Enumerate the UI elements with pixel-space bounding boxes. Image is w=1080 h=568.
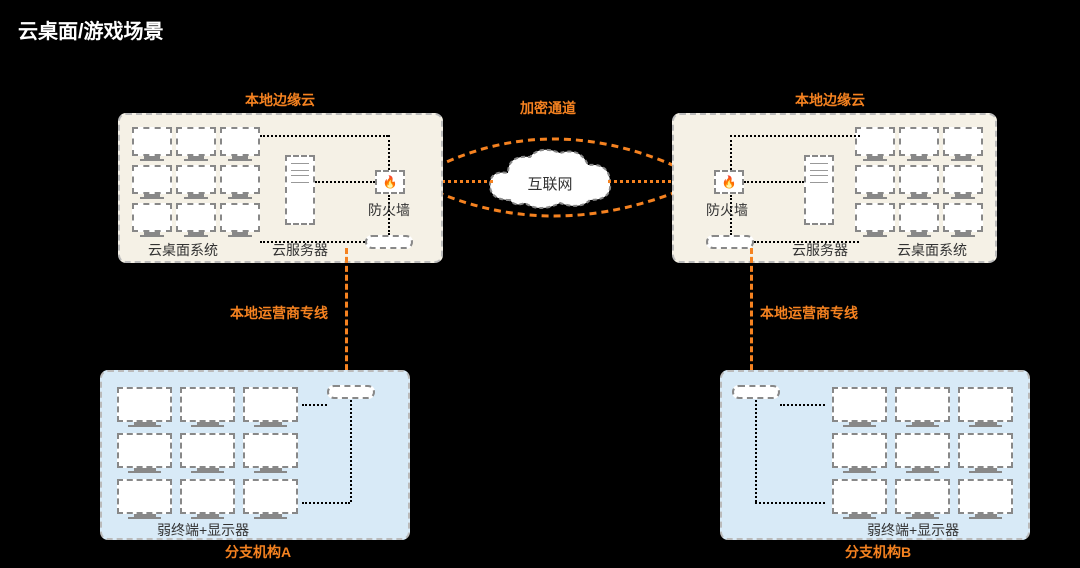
monitor-icon [832,479,887,519]
monitor-icon [895,479,950,519]
monitor-icon [958,387,1013,427]
monitor-icon [220,165,260,199]
monitor-icon [243,433,298,473]
monitor-icon [117,387,172,427]
conn [302,502,350,504]
monitor-icon [180,387,235,427]
monitor-icon [943,127,983,161]
monitor-icon [132,203,172,237]
conn [302,404,327,406]
edge-cloud-right: 🔥 云桌面系统 云服务器 防火墙 [672,113,997,263]
firewall-icon-left: 🔥 [375,170,405,194]
monitor-icon [832,433,887,473]
thin-client-grid-right [832,387,1013,519]
server-icon-left [285,155,315,225]
branch-b-label: 分支机构B [845,542,911,562]
monitor-icon [117,433,172,473]
monitor-icon [176,165,216,199]
monitor-icon [243,387,298,427]
isp-line-right [750,248,753,388]
firewall-right-label: 防火墙 [706,200,748,220]
conn [730,135,732,170]
encrypted-channel-label: 加密通道 [520,98,576,118]
monitor-icon [899,203,939,237]
monitor-icon [117,479,172,519]
switch-icon-left [365,235,413,249]
desktop-grid-left [132,127,260,237]
edge-cloud-left: 🔥 云桌面系统 云服务器 防火墙 [118,113,443,263]
monitor-icon [180,479,235,519]
monitor-icon [958,479,1013,519]
desktop-system-left-label: 云桌面系统 [148,240,218,260]
monitor-icon [899,127,939,161]
monitor-icon [943,203,983,237]
monitor-icon [855,203,895,237]
isp-left-label: 本地运营商专线 [230,303,328,323]
desktop-system-right-label: 云桌面系统 [897,240,967,260]
monitor-icon [176,127,216,161]
isp-right-label: 本地运营商专线 [760,303,858,323]
switch-icon-right [706,235,754,249]
firewall-icon-right: 🔥 [714,170,744,194]
monitor-icon [958,433,1013,473]
server-right-label: 云服务器 [792,240,848,260]
monitor-icon [176,203,216,237]
conn [744,181,804,183]
edge-cloud-left-title: 本地边缘云 [245,90,315,110]
branch-a-label: 分支机构A [225,542,291,562]
switch-icon-branch-a [327,385,375,399]
conn [755,400,757,502]
branch-a-box: 弱终端+显示器 [100,370,410,540]
monitor-icon [132,127,172,161]
monitor-icon [899,165,939,199]
branch-b-box: 弱终端+显示器 [720,370,1030,540]
server-left-label: 云服务器 [272,240,328,260]
monitor-icon [895,387,950,427]
thin-client-left-label: 弱终端+显示器 [157,520,249,540]
conn [755,502,825,504]
monitor-icon [243,479,298,519]
monitor-icon [832,387,887,427]
monitor-icon [180,433,235,473]
desktop-grid-right [855,127,983,237]
server-icon-right [804,155,834,225]
conn [780,404,825,406]
page-title: 云桌面/游戏场景 [18,15,164,44]
thin-client-right-label: 弱终端+显示器 [867,520,959,540]
conn [730,135,860,137]
conn [260,135,388,137]
monitor-icon [895,433,950,473]
monitor-icon [220,127,260,161]
internet-label: 互联网 [480,173,620,194]
switch-icon-branch-b [732,385,780,399]
monitor-icon [855,165,895,199]
monitor-icon [132,165,172,199]
monitor-icon [943,165,983,199]
firewall-left-label: 防火墙 [368,200,410,220]
monitor-icon [855,127,895,161]
conn [315,181,375,183]
isp-line-left [345,248,348,388]
conn [350,400,352,502]
thin-client-grid-left [117,387,298,519]
conn [388,135,390,170]
monitor-icon [220,203,260,237]
internet-cloud: 互联网 [480,145,620,220]
edge-cloud-right-title: 本地边缘云 [795,90,865,110]
